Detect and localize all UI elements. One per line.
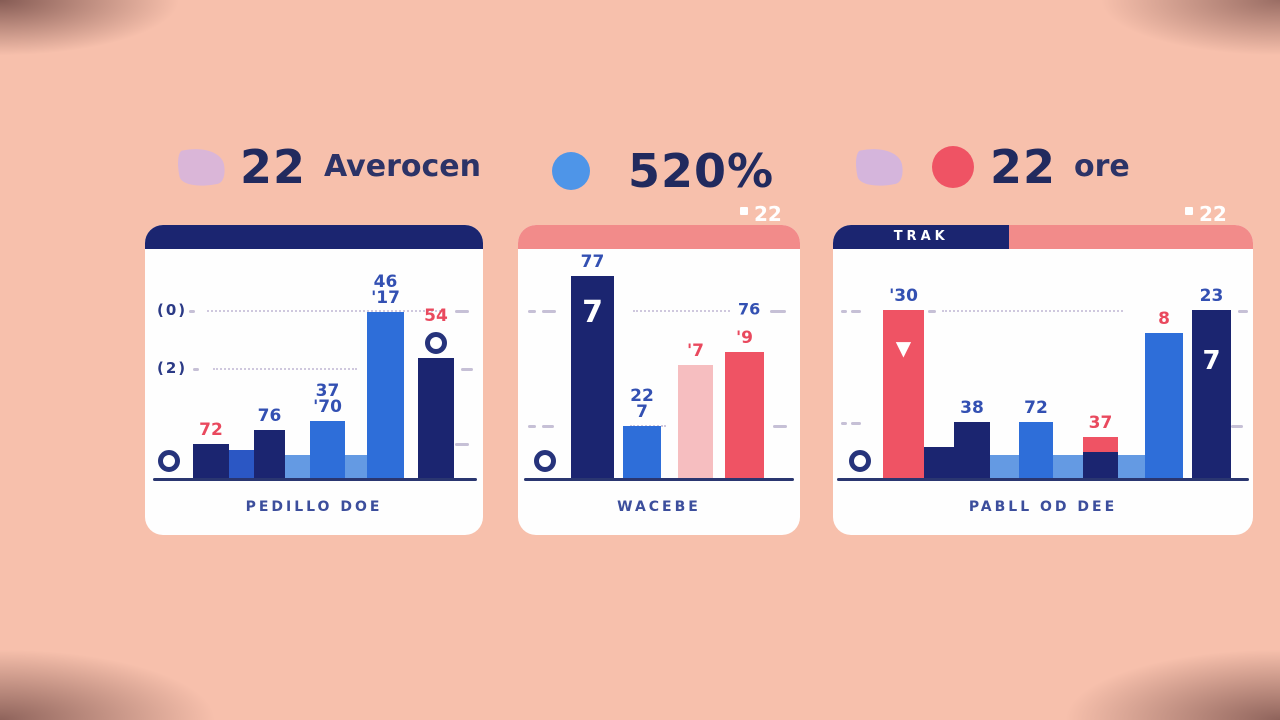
badge-text: 22 xyxy=(1199,202,1227,226)
zero-marker xyxy=(158,450,180,472)
chart-card-2: 22 76 77 7 22 7'7'9 WACEBE xyxy=(518,202,800,535)
badge-square-icon xyxy=(1185,207,1193,215)
gridline xyxy=(213,368,357,370)
gridline xyxy=(633,310,730,312)
bar-inner-label: ▼ xyxy=(895,336,912,360)
chart-caption: PEDILLO DOE xyxy=(245,499,383,515)
chart-card-3: TRAK 22 '30 ▼ 38 72 37 8 23 7 PABLL OD DEE xyxy=(833,202,1253,535)
axis-tick xyxy=(851,310,861,313)
bar-inner-label: 7 xyxy=(582,295,603,330)
stat-value: 22 xyxy=(240,140,307,194)
chart-caption: WACEBE xyxy=(617,499,701,515)
x-axis xyxy=(837,478,1249,481)
stat-value: 22 xyxy=(990,140,1057,194)
bar-value-label: '7 xyxy=(686,341,705,361)
bar xyxy=(1192,310,1231,478)
axis-tick xyxy=(455,443,469,446)
axis-tick xyxy=(773,425,787,428)
chart-card-1: (0) (2) 72 76 37 '70 46 '17 54 PEDILLO DOE xyxy=(145,225,483,535)
axis-tick xyxy=(1238,310,1248,313)
x-axis xyxy=(524,478,794,481)
bar xyxy=(725,352,764,478)
dot-icon xyxy=(932,146,974,188)
bar xyxy=(285,455,310,478)
bar-value-label: 72 xyxy=(199,420,223,440)
bar xyxy=(254,430,285,478)
bar xyxy=(1083,437,1118,478)
bar-value-label: 46 '17 xyxy=(371,272,400,308)
stat-block-2: 520% xyxy=(552,148,814,194)
bar xyxy=(229,450,254,478)
bar xyxy=(367,312,404,478)
bar-value-label: '9 xyxy=(735,328,754,348)
bar-inner-label: 7 xyxy=(1202,346,1221,376)
bar-chart: 76 77 7 22 7'7'9 xyxy=(518,225,800,535)
axis-tick xyxy=(193,368,199,371)
badge-text: 22 xyxy=(754,202,782,226)
y-axis-label: (2) xyxy=(157,359,188,377)
stat-block-1: 22 Averocen xyxy=(174,140,481,194)
bar xyxy=(1145,333,1183,478)
bar xyxy=(418,358,454,478)
bar-value-label: 38 xyxy=(960,398,984,418)
bar xyxy=(623,426,661,478)
x-axis xyxy=(153,478,477,481)
bar-value-label: 22 7 xyxy=(630,386,654,422)
bar xyxy=(345,455,367,478)
bar-value-label: 54 xyxy=(424,306,448,326)
leaf-icon xyxy=(174,142,228,192)
bar-value-label: 76 xyxy=(257,406,282,426)
bar-segment xyxy=(1083,437,1118,452)
stat-label: Averocen xyxy=(324,149,481,184)
bar-value-label: '30 xyxy=(889,286,918,306)
bar xyxy=(990,455,1148,478)
zero-marker xyxy=(849,450,871,472)
axis-tick xyxy=(542,310,556,313)
bar xyxy=(954,422,990,478)
bar xyxy=(193,444,229,478)
card-badge: 22 xyxy=(1185,202,1227,226)
bar-chart: '30 ▼ 38 72 37 8 23 7 xyxy=(833,225,1253,535)
bar-value-label: 37 xyxy=(1088,413,1113,433)
bar xyxy=(310,421,345,478)
chart-caption: PABLL OD DEE xyxy=(968,499,1118,515)
axis-tick xyxy=(528,310,536,313)
stat-value: 520% xyxy=(628,144,775,198)
bar-value-label: 23 xyxy=(1199,286,1224,306)
dot-icon xyxy=(552,152,590,190)
axis-tick xyxy=(455,310,469,313)
stat-block-3: 22 ore xyxy=(852,140,1130,194)
axis-tick xyxy=(928,310,936,313)
axis-tick xyxy=(189,310,195,313)
bar-chart: (0) (2) 72 76 37 '70 46 '17 54 xyxy=(145,225,483,535)
bar-value-label: 77 xyxy=(580,252,605,272)
y-axis-label: (0) xyxy=(157,301,188,319)
bar-value-label: 72 xyxy=(1024,398,1048,418)
axis-tick xyxy=(851,422,861,425)
leaf-icon xyxy=(852,142,906,192)
bar xyxy=(1019,422,1053,478)
bar-value-label: 37 '70 xyxy=(313,381,342,417)
axis-tick xyxy=(841,310,847,313)
axis-tick xyxy=(461,368,473,371)
gridline xyxy=(207,310,445,312)
axis-tick xyxy=(841,422,847,425)
bar xyxy=(678,365,713,478)
gridline xyxy=(942,310,1123,312)
gridline-label: 76 xyxy=(738,299,761,319)
axis-tick xyxy=(542,425,554,428)
bar xyxy=(924,447,954,478)
zero-marker xyxy=(425,332,447,354)
badge-square-icon xyxy=(740,207,748,215)
axis-tick xyxy=(528,425,536,428)
stat-label: ore xyxy=(1074,149,1130,184)
card-badge: 22 xyxy=(740,202,782,226)
bar-value-label: 8 xyxy=(1158,309,1170,329)
axis-tick xyxy=(770,310,786,313)
zero-marker xyxy=(534,450,556,472)
axis-tick xyxy=(1231,425,1243,428)
